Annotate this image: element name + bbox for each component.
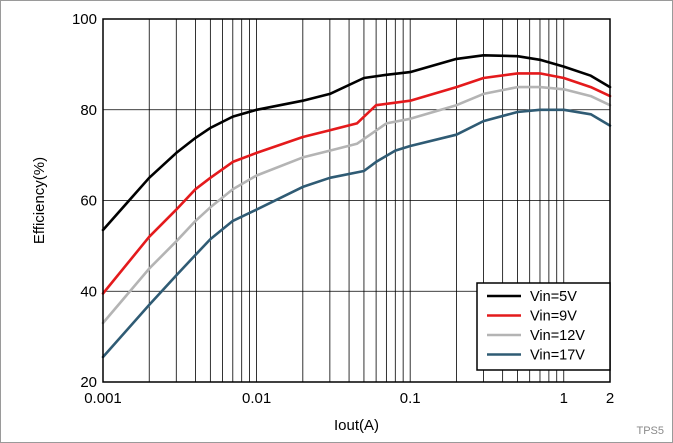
plot-area-border xyxy=(102,18,611,383)
series-line-vin-9v xyxy=(101,72,612,295)
x-tick-label: 0.01 xyxy=(242,390,271,407)
y-tick-label: 60 xyxy=(80,193,97,210)
y-axis-label: Efficiency(%) xyxy=(31,157,48,244)
y-tick-label: 40 xyxy=(80,283,97,300)
series-line-vin-17v xyxy=(101,108,612,359)
legend-label: Vin=17V xyxy=(530,348,585,364)
series-line-vin-12v xyxy=(101,85,612,325)
y-tick-label: 20 xyxy=(80,374,97,391)
x-tick-label: 0.001 xyxy=(84,390,122,407)
tick-labels: 0.001 0.01 0.1 1 2 20 40 60 80 100 xyxy=(72,11,614,407)
legend-label: Vin=5V xyxy=(530,289,577,305)
x-tick-label: 0.1 xyxy=(400,390,421,407)
x-tick-label: 1 xyxy=(560,390,568,407)
y-tick-label: 80 xyxy=(80,102,97,119)
legend-label: Vin=9V xyxy=(530,309,577,325)
series-lines xyxy=(101,53,612,359)
x-axis-label: Iout(A) xyxy=(334,417,379,434)
legend-label: Vin=12V xyxy=(530,328,585,344)
legend: Vin=5V Vin=9V Vin=12V Vin=17V xyxy=(476,282,611,371)
series-line-vin-5v xyxy=(101,53,612,232)
y-tick-label: 100 xyxy=(72,11,97,28)
x-tick-label: 2 xyxy=(606,390,614,407)
grid xyxy=(103,19,610,382)
watermark-text: TPS5 xyxy=(636,425,664,437)
